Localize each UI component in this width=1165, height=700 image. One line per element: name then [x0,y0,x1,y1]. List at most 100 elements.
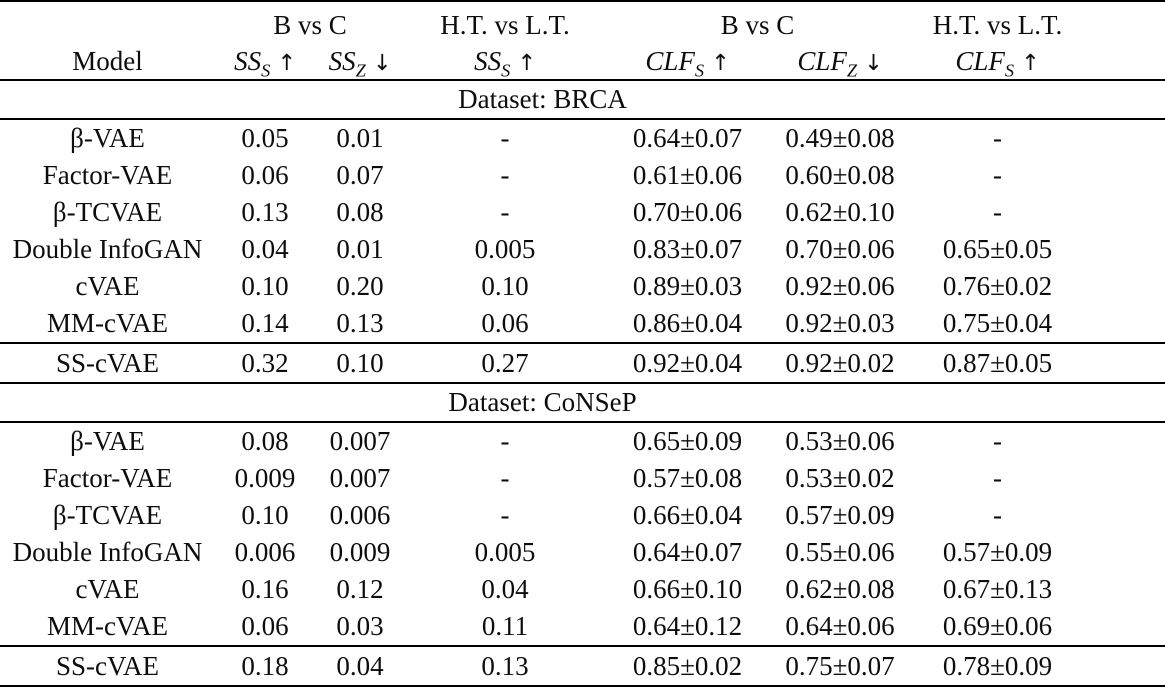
value-cell: 0.04 [241,234,289,264]
model-name-cell: Double InfoGAN [12,537,203,567]
value-cell: 0.53±0.06 [785,426,895,456]
model-name-cell: SS-cVAE [0,342,215,384]
model-name-cell: β-VAE [70,426,145,456]
value-cell: 0.10 [241,500,289,530]
model-name-cell: cVAE [75,271,140,301]
column-group-b-vs-c-clf: B vs C [720,10,795,40]
value-cell: 0.65±0.05 [942,234,1053,264]
value-cell: 0.92±0.03 [785,308,895,338]
table-row: cVAE 0.16 0.12 0.04 0.66±0.10 0.62±0.08 0.67±0… [0,571,1165,608]
value-cell: 0.62±0.10 [785,197,895,227]
value-cell: 0.01 [336,123,384,153]
table-row: Double InfoGAN 0.006 0.009 0.005 0.64±0.07 0.… [0,534,1165,571]
value-cell: 0.05 [241,123,289,153]
value-cell: 0.16 [241,574,289,604]
value-cell: 0.13 [405,645,605,687]
metric-symbol: SSS [234,45,271,80]
value-cell: 0.70±0.06 [785,234,895,264]
dataset-label: Dataset: CoNSeP [0,383,1165,423]
value-cell: 0.83±0.07 [632,234,743,264]
value-cell: 0.27 [405,342,605,384]
value-cell: 0.65±0.09 [632,426,743,456]
value-cell: - [993,160,1002,190]
value-cell: 0.75±0.04 [942,308,1053,338]
value-cell: 0.64±0.07 [632,537,743,567]
value-cell: 0.007 [329,463,391,493]
table-row: β-TCVAE 0.10 0.006 - 0.66±0.04 0.57±0.09 - [0,497,1165,534]
value-cell: 0.76±0.02 [942,271,1053,301]
value-cell: 0.57±0.09 [785,500,895,530]
value-cell: 0.006 [329,500,391,530]
value-cell: - [500,463,510,493]
value-cell: 0.78±0.09 [910,645,1165,687]
value-cell: - [993,500,1002,530]
table-row: Double InfoGAN 0.04 0.01 0.005 0.83±0.07 0.70… [0,231,1165,268]
value-cell: 0.005 [474,234,536,264]
model-name-cell: β-TCVAE [52,500,163,530]
model-name-cell: SS-cVAE [0,645,215,687]
value-cell: 0.04 [315,645,405,687]
column-header-model: Model [0,1,215,81]
dataset-divider-row: Dataset: BRCA [0,80,1165,120]
column-header-ss-z: SSZ ↓ [315,43,405,81]
value-cell: 0.61±0.06 [632,160,743,190]
table-row: β-TCVAE 0.13 0.08 - 0.70±0.06 0.62±0.10 - [0,194,1165,231]
value-cell: 0.69±0.06 [942,611,1053,641]
metric-symbol: SSZ [328,45,366,80]
down-arrow-icon: ↓ [372,49,392,76]
table-row: Factor-VAE 0.06 0.07 - 0.61±0.06 0.60±0.08 - [0,157,1165,194]
value-cell: 0.66±0.10 [632,574,743,604]
metric-symbol: SSS [474,45,511,80]
down-arrow-icon: ↓ [864,49,883,76]
table-body: Dataset: BRCA β-VAE 0.05 0.01-0.64±0.07 0.49… [0,80,1165,687]
value-cell: 0.57±0.08 [632,463,743,493]
model-name-cell: Double InfoGAN [12,234,203,264]
value-cell: - [993,197,1002,227]
value-cell: 0.07 [336,160,384,190]
value-cell: 0.006 [234,537,296,567]
value-cell: - [993,123,1002,153]
value-cell: 0.18 [215,645,315,687]
column-header-ss-s-1: SSS ↑ [215,43,315,81]
highlight-table-row: SS-cVAE 0.32 0.10 0.27 0.92±0.04 0.92±0.02 0.8… [0,342,1165,384]
up-arrow-icon: ↑ [1021,49,1040,76]
value-cell: 0.57±0.09 [942,537,1053,567]
column-header-clf-z: CLFZ ↓ [770,43,910,81]
table-row: cVAE 0.10 0.20 0.10 0.89±0.03 0.92±0.06 0.76±0… [0,268,1165,305]
value-cell: 0.85±0.02 [605,645,770,687]
value-cell: 0.13 [241,197,289,227]
model-name-cell: MM-cVAE [47,611,168,641]
table-row: MM-cVAE 0.06 0.03 0.11 0.64±0.12 0.64±0.06 0.6… [0,608,1165,646]
value-cell: 0.92±0.04 [605,342,770,384]
value-cell: 0.007 [329,426,391,456]
column-group-b-vs-c-ss: B vs C [273,10,347,40]
value-cell: - [500,197,510,227]
value-cell: 0.005 [474,537,536,567]
column-group-ht-vs-lt-ss: H.T. vs L.T. [440,10,570,40]
column-group-ht-vs-lt-clf: H.T. vs L.T. [932,10,1063,40]
value-cell: 0.32 [215,342,315,384]
value-cell: 0.009 [329,537,391,567]
column-header-ss-s-2: SSS ↑ [405,43,605,81]
model-name-cell: Factor-VAE [42,160,173,190]
value-cell: 0.06 [241,160,289,190]
value-cell: - [500,160,510,190]
value-cell: 0.06 [241,611,289,641]
metric-symbol: CLFS [955,45,1015,80]
value-cell: - [993,463,1002,493]
table-row: MM-cVAE 0.14 0.13 0.06 0.86±0.04 0.92±0.03 0.7… [0,305,1165,343]
value-cell: 0.08 [336,197,384,227]
value-cell: 0.20 [336,271,384,301]
value-cell: 0.62±0.08 [785,574,895,604]
value-cell: 0.92±0.06 [785,271,895,301]
value-cell: 0.66±0.04 [632,500,743,530]
header-metric-row: SSS ↑ SSZ ↓ SSS ↑ CLFS ↑ CLFZ ↓ CLFS ↑ [0,43,1165,81]
model-name-cell: β-TCVAE [52,197,163,227]
value-cell: 0.53±0.02 [785,463,895,493]
value-cell: 0.06 [481,308,529,338]
value-cell: 0.03 [336,611,384,641]
value-cell: - [500,426,510,456]
value-cell: 0.08 [241,426,289,456]
